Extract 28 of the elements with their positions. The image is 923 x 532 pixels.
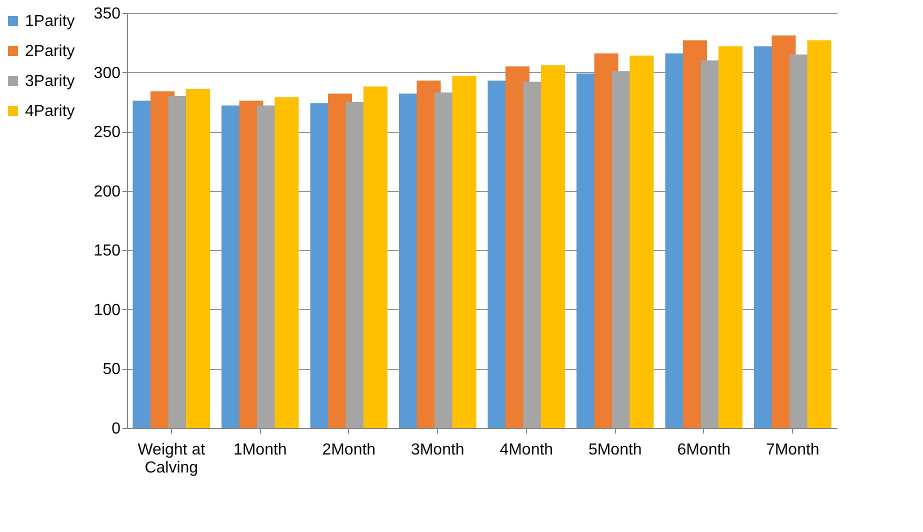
y-tick-label: 200 — [94, 183, 121, 200]
y-tick-label: 150 — [94, 242, 121, 260]
bar — [718, 46, 742, 428]
bar — [541, 65, 565, 428]
legend-label: 1Parity — [25, 13, 75, 30]
legend-label: 3Parity — [25, 73, 75, 90]
bar — [807, 40, 832, 428]
x-tick-label: 6Month — [677, 442, 731, 458]
bar — [452, 76, 476, 428]
x-tick-label: 4Month — [500, 442, 554, 458]
y-tick-label: 50 — [102, 361, 121, 378]
x-tick-label: Weight at Calving — [138, 442, 206, 476]
bar — [274, 97, 299, 428]
bar — [364, 86, 388, 428]
y-tick-label: 250 — [94, 124, 121, 142]
bar — [630, 56, 654, 428]
legend-label: 2Parity — [25, 43, 75, 60]
legend-label: 4Parity — [25, 103, 75, 120]
bar — [186, 88, 210, 428]
y-tick-label: 100 — [94, 302, 121, 319]
x-tick-label: 2Month — [322, 442, 376, 458]
y-tick-label: 300 — [94, 64, 121, 82]
x-tick-label: 1Month — [233, 442, 287, 458]
x-tick-label: 3Month — [410, 442, 464, 458]
y-tick-label: 350 — [94, 6, 121, 22]
y-tick-label: 0 — [112, 420, 121, 438]
x-tick-label: 7Month — [766, 442, 820, 458]
x-tick-label: 5Month — [588, 442, 642, 458]
